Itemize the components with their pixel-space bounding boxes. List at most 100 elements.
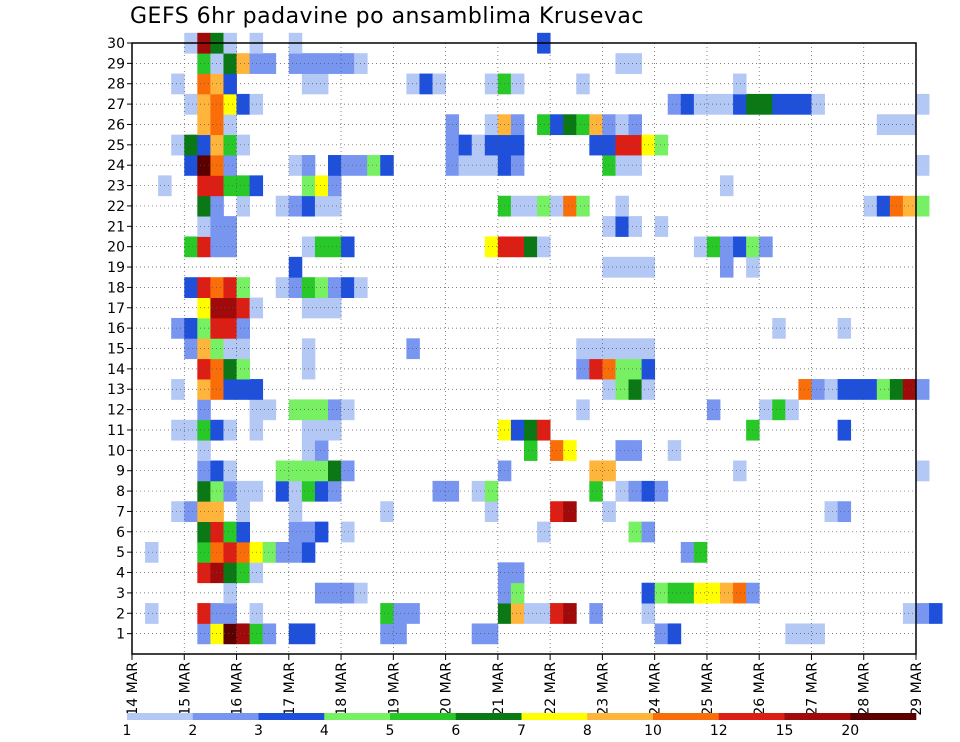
heatmap-cell bbox=[236, 175, 250, 197]
heatmap-cell bbox=[171, 317, 185, 339]
heatmap-cell bbox=[314, 297, 329, 319]
heatmap-cell bbox=[328, 399, 342, 421]
heatmap-cell bbox=[510, 73, 525, 95]
heatmap-cell bbox=[902, 114, 917, 136]
heatmap-cell bbox=[471, 623, 486, 645]
y-tick-label: 14 bbox=[107, 362, 125, 378]
heatmap-cell bbox=[223, 338, 237, 360]
heatmap-cell bbox=[876, 114, 891, 136]
heatmap-cell bbox=[210, 195, 224, 217]
heatmap-cell bbox=[288, 623, 303, 645]
heatmap-cell bbox=[615, 440, 629, 461]
heatmap-cell bbox=[341, 53, 355, 74]
heatmap-cell bbox=[314, 582, 329, 604]
heatmap-cell bbox=[275, 480, 290, 502]
heatmap-cell bbox=[576, 73, 590, 95]
x-tick-label: 23 MAR bbox=[595, 662, 611, 716]
heatmap-cell bbox=[850, 379, 865, 400]
y-tick-label: 29 bbox=[107, 56, 125, 72]
heatmap-cell bbox=[602, 134, 616, 156]
heatmap-cell bbox=[458, 134, 473, 156]
heatmap-cell bbox=[628, 338, 642, 360]
y-tick-label: 18 bbox=[107, 280, 125, 296]
heatmap-cell bbox=[484, 73, 499, 95]
y-tick-label: 25 bbox=[107, 138, 125, 154]
heatmap-cell bbox=[223, 541, 237, 563]
colorbar-label: 3 bbox=[254, 723, 263, 739]
colorbar-segment bbox=[850, 713, 917, 720]
x-axis: 14 MAR 15 MAR 16 MAR 17 MAR 18 MAR 19 MAR 20 M… bbox=[125, 654, 925, 716]
heatmap-cell bbox=[615, 256, 629, 278]
heatmap-cell bbox=[223, 623, 237, 645]
heatmap-cell bbox=[223, 53, 237, 74]
heatmap-cell bbox=[654, 582, 669, 604]
y-tick-label: 20 bbox=[107, 240, 125, 256]
heatmap-cell bbox=[524, 440, 538, 461]
heatmap-cell bbox=[576, 114, 590, 136]
heatmap-cell bbox=[210, 277, 224, 298]
heatmap-cell bbox=[510, 582, 525, 604]
heatmap-cell bbox=[380, 155, 394, 176]
heatmap-cell bbox=[484, 134, 499, 156]
x-tick-label: 17 MAR bbox=[282, 662, 298, 716]
heatmap-cell bbox=[288, 501, 303, 523]
heatmap-cell bbox=[328, 480, 342, 502]
heatmap-cell bbox=[876, 195, 891, 217]
heatmap-cell bbox=[537, 521, 551, 543]
x-tick-label: 18 MAR bbox=[334, 662, 350, 716]
heatmap-cell bbox=[654, 216, 669, 237]
heatmap-cell bbox=[759, 236, 773, 258]
x-tick-label: 15 MAR bbox=[177, 662, 193, 716]
colorbar-label: 2 bbox=[188, 723, 197, 739]
colorbar-label: 20 bbox=[841, 723, 859, 739]
colorbar-segment bbox=[784, 713, 851, 720]
heatmap-cell bbox=[811, 623, 825, 645]
heatmap-cell bbox=[328, 582, 342, 604]
heatmap-cell bbox=[145, 541, 159, 563]
x-tick-label: 20 MAR bbox=[439, 662, 455, 716]
heatmap-cell bbox=[171, 73, 185, 95]
heatmap-cell bbox=[288, 195, 303, 217]
colorbar-segment bbox=[192, 713, 259, 720]
heatmap-cell bbox=[262, 399, 277, 421]
y-tick-label: 9 bbox=[116, 464, 125, 480]
heatmap-cell bbox=[537, 603, 551, 624]
colorbar-label: 15 bbox=[776, 723, 794, 739]
heatmap-cell bbox=[210, 53, 224, 74]
heatmap-cell bbox=[706, 236, 721, 258]
heatmap-cell bbox=[223, 216, 237, 237]
y-tick-label: 26 bbox=[107, 117, 125, 133]
heatmap-cell bbox=[341, 399, 355, 421]
x-tick-label: 24 MAR bbox=[648, 662, 664, 716]
y-tick-label: 3 bbox=[116, 586, 125, 602]
heatmap-cell bbox=[223, 277, 237, 298]
heatmap-cell bbox=[471, 155, 486, 176]
heatmap-cell bbox=[654, 134, 669, 156]
heatmap-cell bbox=[432, 73, 446, 95]
heatmap-cell bbox=[628, 134, 642, 156]
heatmap-cell bbox=[223, 175, 237, 197]
heatmap-cell bbox=[902, 195, 917, 217]
heatmap-cell bbox=[628, 155, 642, 176]
heatmap-cell bbox=[667, 440, 682, 461]
heatmap-cell bbox=[772, 93, 786, 115]
heatmap-cell bbox=[916, 155, 930, 176]
heatmap-cell bbox=[510, 155, 525, 176]
heatmap-cell bbox=[223, 460, 237, 482]
y-tick-label: 13 bbox=[107, 382, 125, 398]
heatmap-cell bbox=[236, 134, 250, 156]
x-tick-label: 16 MAR bbox=[230, 662, 246, 716]
heatmap-cell bbox=[798, 379, 812, 400]
heatmap-cell bbox=[288, 460, 303, 482]
heatmap-cell bbox=[210, 521, 224, 543]
heatmap-cell bbox=[563, 603, 577, 624]
heatmap-cell bbox=[759, 399, 773, 421]
heatmap-cell bbox=[510, 236, 525, 258]
heatmap-cell bbox=[419, 73, 433, 95]
heatmap-cell bbox=[314, 73, 329, 95]
heatmap-cell bbox=[314, 399, 329, 421]
colorbar-segment bbox=[521, 713, 588, 720]
heatmap-cell bbox=[314, 460, 329, 482]
heatmap-cell bbox=[223, 155, 237, 176]
heatmap-cell bbox=[223, 562, 237, 584]
